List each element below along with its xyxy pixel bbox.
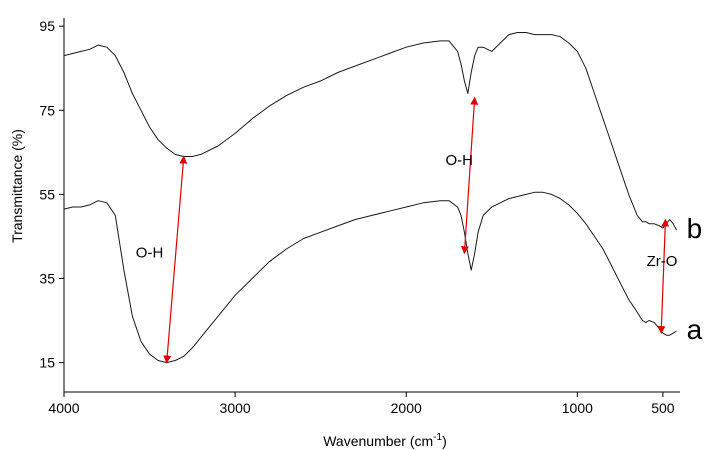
series-a-line — [63, 191, 677, 364]
y-tick-label: 35 — [39, 270, 55, 286]
series-label-a: a — [687, 314, 703, 345]
annotation-arrow — [163, 155, 188, 364]
annotation-label: O-H — [446, 152, 474, 169]
x-tick-label: 500 — [651, 400, 675, 416]
series-label-b: b — [687, 213, 703, 244]
y-tick-label: 95 — [39, 18, 55, 34]
x-axis-title: Wavenumber (cm-1) — [323, 432, 447, 449]
annotations: O-H O-H Zr-O — [136, 96, 678, 364]
ticks: 15 35 55 75 95 4000 3000 2000 1000 500 — [39, 18, 674, 416]
y-tick-label: 75 — [39, 102, 55, 118]
x-tick-label: 4000 — [48, 400, 79, 416]
x-tick-label: 2000 — [391, 400, 422, 416]
series-b-line — [63, 32, 678, 231]
curves — [63, 32, 678, 364]
y-tick-label: 55 — [39, 186, 55, 202]
x-axis-title-tail: ) — [442, 433, 447, 449]
y-tick-label: 15 — [39, 355, 55, 371]
x-tick-label: 1000 — [562, 400, 593, 416]
x-tick-label: 3000 — [220, 400, 251, 416]
y-axis-title: Transmittance (%) — [9, 129, 25, 243]
x-axis-title-sup: -1 — [433, 432, 442, 443]
annotation-arrow — [657, 218, 670, 335]
labels: ab — [687, 213, 703, 345]
x-axis-title-main: Wavenumber (cm — [323, 433, 433, 449]
annotation-arrow — [460, 96, 479, 255]
annotation-label: O-H — [136, 244, 164, 261]
annotation-label: Zr-O — [647, 253, 678, 270]
